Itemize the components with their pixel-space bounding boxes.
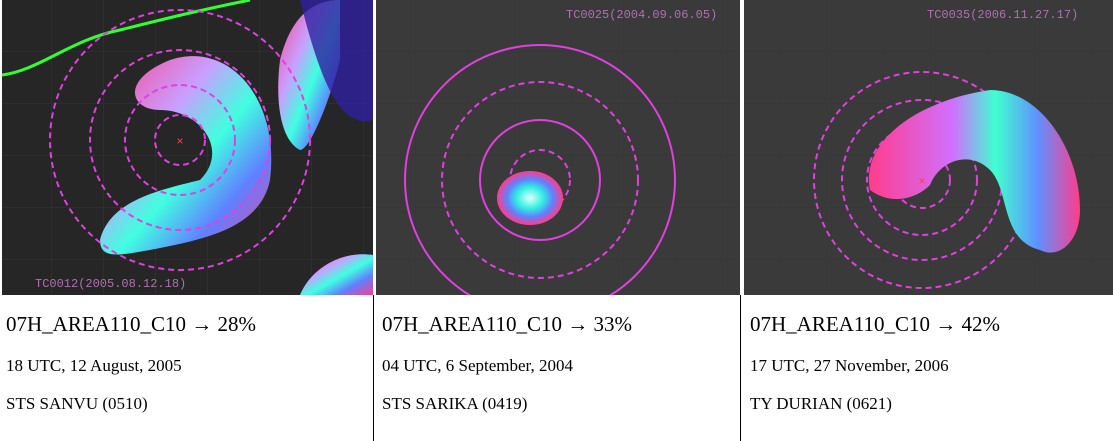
caption-storm: STS SANVU (0510) bbox=[6, 394, 148, 413]
caption-time: 17 UTC, 27 November, 2006 bbox=[750, 356, 949, 375]
cloud-region bbox=[300, 254, 373, 295]
satellite-images: × × TC0012(2005.08.12.18) TC0025(2004.09… bbox=[1, 0, 1113, 295]
cloud-region bbox=[100, 56, 272, 255]
caption-time: 04 UTC, 6 September, 2004 bbox=[382, 356, 574, 375]
image-label: TC0025(2004.09.06.05) bbox=[566, 8, 717, 22]
image-label: TC0035(2006.11.27.17) bbox=[927, 8, 1078, 22]
caption-product: 07H_AREA110_C10 → 28% bbox=[6, 312, 257, 336]
image-grid bbox=[376, 0, 740, 295]
cloud-region bbox=[300, 0, 373, 122]
radius-circles bbox=[49, 9, 311, 271]
caption-product: 07H_AREA110_C10 → 42% bbox=[750, 312, 1001, 336]
caption-product: 07H_AREA110_C10 → 33% bbox=[382, 312, 633, 336]
cloud-region bbox=[868, 90, 1080, 253]
caption-storm: STS SARIKA (0419) bbox=[382, 394, 528, 413]
separator bbox=[373, 295, 374, 441]
caption-time: 18 UTC, 12 August, 2005 bbox=[6, 356, 182, 375]
separator bbox=[740, 295, 741, 441]
center-mark: × bbox=[918, 175, 925, 189]
caption-storm: TY DURIAN (0621) bbox=[750, 394, 892, 413]
center-mark: × bbox=[176, 135, 183, 149]
image-label: TC0012(2005.08.12.18) bbox=[35, 277, 186, 291]
coastline bbox=[1, 0, 251, 77]
cloud-region bbox=[497, 171, 563, 225]
radius-circles bbox=[404, 44, 676, 295]
